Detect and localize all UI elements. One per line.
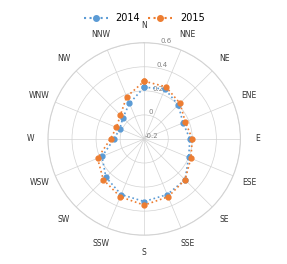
2015 bbox=[191, 137, 194, 140]
Line: 2014: 2014 bbox=[100, 85, 192, 204]
2014 bbox=[121, 116, 125, 119]
2015 bbox=[178, 102, 182, 105]
2015 bbox=[166, 195, 170, 198]
2015 bbox=[183, 178, 187, 181]
2015 bbox=[142, 204, 146, 207]
2015 bbox=[102, 178, 105, 181]
2014 bbox=[183, 178, 187, 181]
2014 bbox=[113, 137, 116, 140]
2014 bbox=[166, 193, 169, 196]
2014 bbox=[100, 155, 104, 158]
2014 bbox=[142, 200, 146, 203]
2014 bbox=[118, 127, 121, 130]
2015 bbox=[119, 195, 122, 198]
2014 bbox=[104, 176, 108, 179]
2015 bbox=[142, 80, 146, 83]
2014 bbox=[163, 87, 167, 91]
2014 bbox=[188, 137, 192, 140]
Line: 2015: 2015 bbox=[95, 79, 195, 208]
2014 bbox=[142, 86, 146, 89]
2015 bbox=[125, 95, 128, 98]
2015 bbox=[189, 157, 193, 160]
2014 bbox=[181, 121, 185, 124]
2015 bbox=[119, 114, 122, 117]
2015 bbox=[109, 137, 112, 140]
Legend: 2014, 2015: 2014, 2015 bbox=[79, 9, 209, 27]
2014 bbox=[187, 156, 190, 159]
2015 bbox=[96, 157, 99, 160]
2014 bbox=[128, 102, 131, 105]
2015 bbox=[164, 85, 168, 88]
2014 bbox=[177, 103, 180, 107]
2015 bbox=[184, 120, 187, 124]
2015 bbox=[142, 80, 146, 83]
2015 bbox=[115, 126, 118, 129]
2014 bbox=[142, 86, 146, 89]
2014 bbox=[119, 193, 123, 196]
